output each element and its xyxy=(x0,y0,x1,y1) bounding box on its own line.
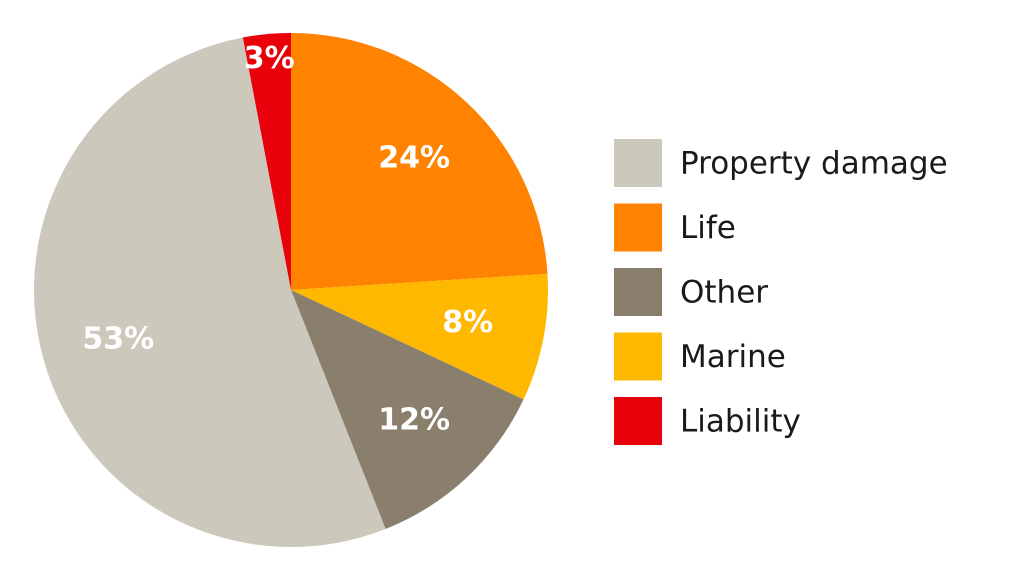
legend-swatch xyxy=(614,332,662,381)
data-label: 3% xyxy=(244,41,295,76)
legend: Property damage Life Other Marine Liability xyxy=(614,139,948,445)
legend-swatch xyxy=(614,203,662,252)
pie-slice xyxy=(34,37,386,547)
legend-label: Liability xyxy=(680,404,801,440)
pie-slice xyxy=(242,33,291,290)
legend-swatch xyxy=(614,397,662,445)
data-label: 8% xyxy=(442,305,493,340)
data-label: 53% xyxy=(82,322,154,357)
legend-label: Marine xyxy=(680,339,786,375)
data-label: 24% xyxy=(378,140,450,175)
pie-slice xyxy=(291,273,548,400)
pie-slice xyxy=(291,290,524,529)
legend-swatch xyxy=(614,268,662,316)
legend-label: Other xyxy=(680,275,768,311)
legend-swatch xyxy=(614,139,662,187)
legend-label: Property damage xyxy=(680,146,948,182)
pie-slice xyxy=(291,33,548,290)
legend-label: Life xyxy=(680,210,736,246)
data-label: 12% xyxy=(378,403,450,438)
